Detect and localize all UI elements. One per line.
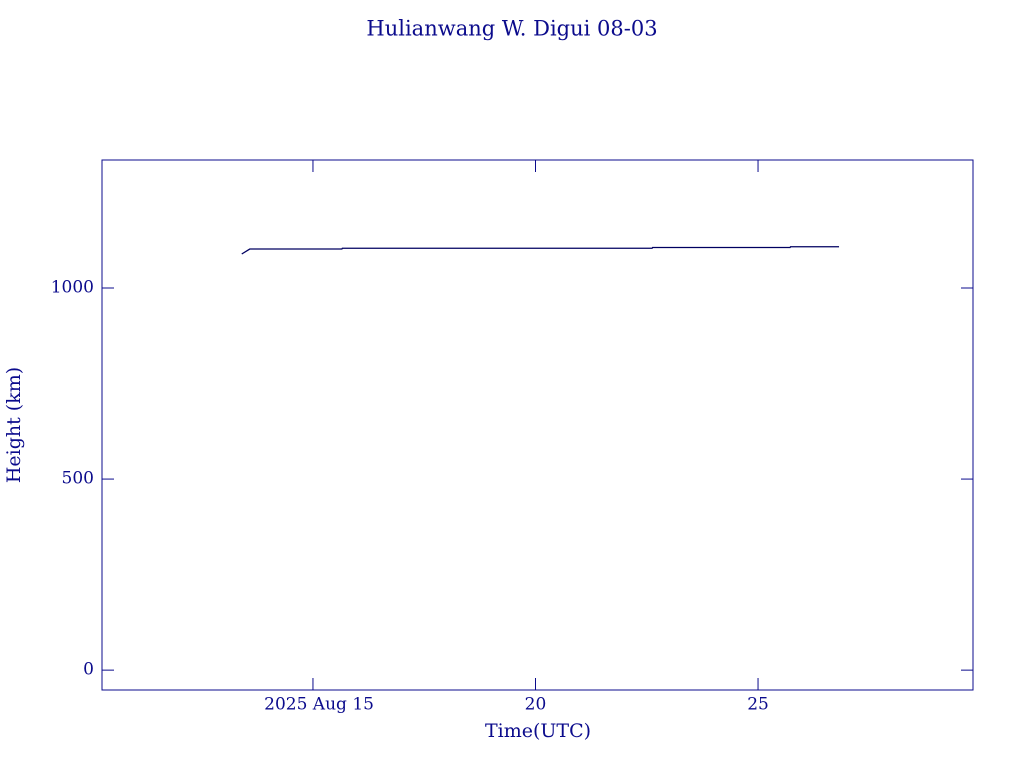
x-tick-label: 2025 Aug 15	[264, 695, 374, 715]
y-tick-label: 1000	[51, 278, 94, 298]
chart-title: Hulianwang W. Digui 08-03	[366, 17, 657, 41]
y-tick-label: 0	[83, 660, 94, 680]
data-line	[241, 246, 840, 255]
y-axis-label: Height (km)	[3, 367, 25, 483]
x-axis-label: Time(UTC)	[485, 720, 591, 742]
x-tick-label: 20	[525, 695, 547, 715]
x-tick-label: 25	[747, 695, 769, 715]
y-tick-label: 500	[62, 469, 94, 489]
plot-frame	[101, 159, 974, 691]
